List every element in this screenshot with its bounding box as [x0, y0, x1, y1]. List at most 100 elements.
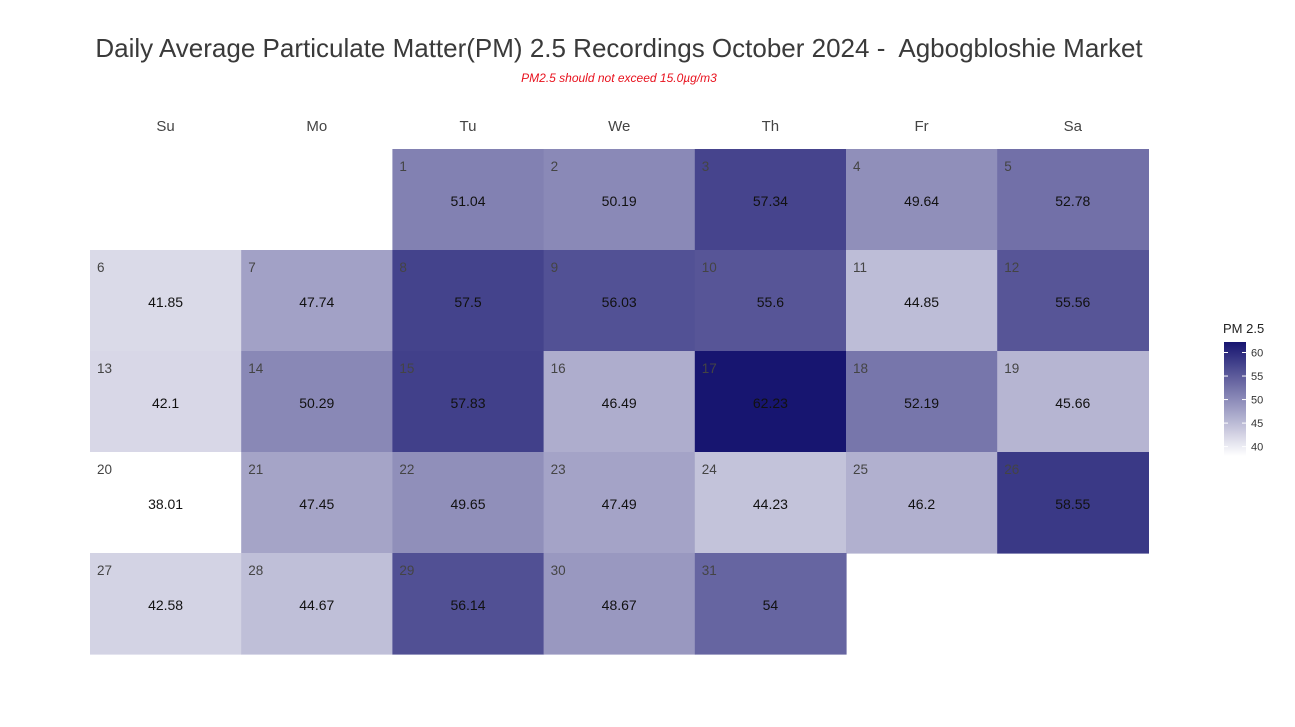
day-value-label: 54: [763, 597, 779, 613]
day-cell-fill: [392, 351, 545, 453]
day-cell-fill: [694, 250, 847, 352]
day-cell-fill: [90, 553, 242, 655]
day-value-label: 41.85: [148, 294, 183, 310]
day-number-label: 10: [702, 260, 717, 275]
day-number-label: 6: [97, 260, 105, 275]
day-number-label: 28: [248, 563, 263, 578]
day-value-label: 50.19: [602, 193, 637, 209]
day-cell-20: 20 38.01: [90, 452, 242, 554]
day-cell-27: 27 42.58: [90, 553, 242, 655]
day-number-label: 9: [551, 260, 559, 275]
day-value-label: 46.49: [602, 395, 637, 411]
day-value-label: 46.2: [908, 496, 935, 512]
day-number-label: 26: [1004, 462, 1019, 477]
day-number-label: 20: [97, 462, 112, 477]
day-number-label: 1: [399, 159, 407, 174]
day-cell-17: 17 62.23: [694, 351, 847, 453]
day-value-label: 62.23: [753, 395, 788, 411]
day-cell-fill: [241, 452, 393, 554]
day-cell-fill: [90, 351, 242, 453]
day-cell-fill: [694, 149, 847, 251]
weekday-label-sa: Sa: [1064, 118, 1083, 135]
day-value-label: 57.83: [450, 395, 485, 411]
day-cell-7: 747.74: [241, 250, 393, 352]
day-value-label: 47.49: [602, 496, 637, 512]
color-legend: PM 2.5 40 45 50 55 60: [1223, 321, 1264, 456]
day-number-label: 30: [551, 563, 566, 578]
day-value-label: 42.1: [152, 395, 179, 411]
day-cell-23: 23 47.49: [543, 452, 696, 554]
day-cell-19: 19 45.66: [997, 351, 1149, 453]
day-cell-12: 12 55.56: [997, 250, 1149, 352]
day-number-label: 16: [551, 361, 566, 376]
day-cell-8: 857.5: [392, 250, 545, 352]
legend-tick-label: 50: [1251, 395, 1263, 407]
day-number-label: 11: [853, 260, 867, 275]
day-cell-fill: [543, 351, 696, 453]
day-value-label: 52.19: [904, 395, 939, 411]
day-value-label: 55.56: [1055, 294, 1090, 310]
day-cell-3: 357.34: [694, 149, 847, 251]
day-value-label: 48.67: [602, 597, 637, 613]
day-value-label: 50.29: [299, 395, 334, 411]
day-number-label: 12: [1004, 260, 1019, 275]
day-cell-fill: [543, 553, 696, 655]
day-cell-6: 641.85: [90, 250, 242, 352]
day-cell-26: 26 58.55: [997, 452, 1149, 554]
day-cell-28: 28 44.67: [241, 553, 393, 655]
day-cell-14: 14 50.29: [241, 351, 393, 453]
day-number-label: 23: [551, 462, 566, 477]
weekday-header: Su Mo Tu We Th Fr Sa: [156, 118, 1082, 135]
day-cell-30: 30 48.67: [543, 553, 696, 655]
day-value-label: 58.55: [1055, 496, 1090, 512]
day-number-label: 17: [702, 361, 717, 376]
day-number-label: 7: [248, 260, 256, 275]
day-value-label: 38.01: [148, 496, 183, 512]
day-value-label: 44.67: [299, 597, 334, 613]
day-cell-fill: [543, 149, 696, 251]
day-cell-fill: [90, 250, 242, 352]
day-cell-fill: [694, 452, 847, 554]
day-cell-fill: [997, 149, 1149, 251]
day-value-label: 44.85: [904, 294, 939, 310]
day-number-label: 14: [248, 361, 264, 376]
legend-tick-label: 45: [1251, 418, 1263, 430]
day-cell-fill: [846, 250, 998, 352]
day-number-label: 19: [1004, 361, 1019, 376]
day-cell-fill: [392, 553, 545, 655]
weekday-label-su: Su: [156, 118, 174, 135]
day-cell-1: 151.04: [392, 149, 545, 251]
day-value-label: 45.66: [1055, 395, 1090, 411]
day-cell-fill: [241, 250, 393, 352]
legend-tick-label: 55: [1251, 371, 1263, 383]
day-number-label: 25: [853, 462, 868, 477]
day-cell-9: 956.03: [543, 250, 696, 352]
day-cell-fill: [694, 351, 847, 453]
day-number-label: 15: [399, 361, 414, 376]
day-cell-fill: [694, 553, 847, 655]
day-cell-fill: [543, 250, 696, 352]
day-cell-24: 24 44.23: [694, 452, 847, 554]
day-cell-31: 31 54: [694, 553, 847, 655]
calendar-grid: 151.04250.19357.34449.64552.78641.85747.…: [90, 149, 1149, 655]
day-cell-fill: [997, 250, 1149, 352]
weekday-label-tu: Tu: [460, 118, 477, 135]
legend-title: PM 2.5: [1223, 321, 1264, 336]
day-value-label: 42.58: [148, 597, 183, 613]
day-cell-25: 25 46.2: [846, 452, 998, 554]
day-cell-fill: [846, 351, 998, 453]
day-cell-16: 16 46.49: [543, 351, 696, 453]
day-value-label: 55.6: [757, 294, 784, 310]
day-cell-21: 21 47.45: [241, 452, 393, 554]
day-number-label: 2: [551, 159, 559, 174]
day-value-label: 57.5: [454, 294, 481, 310]
day-value-label: 47.74: [299, 294, 334, 310]
chart-title: Daily Average Particulate Matter(PM) 2.5…: [95, 33, 1143, 63]
weekday-label-mo: Mo: [306, 118, 327, 135]
day-cell-fill: [241, 553, 393, 655]
day-cell-29: 29 56.14: [392, 553, 545, 655]
day-value-label: 57.34: [753, 193, 788, 209]
day-cell-fill: [241, 351, 393, 453]
day-cell-fill: [392, 250, 545, 352]
day-number-label: 31: [702, 563, 717, 578]
